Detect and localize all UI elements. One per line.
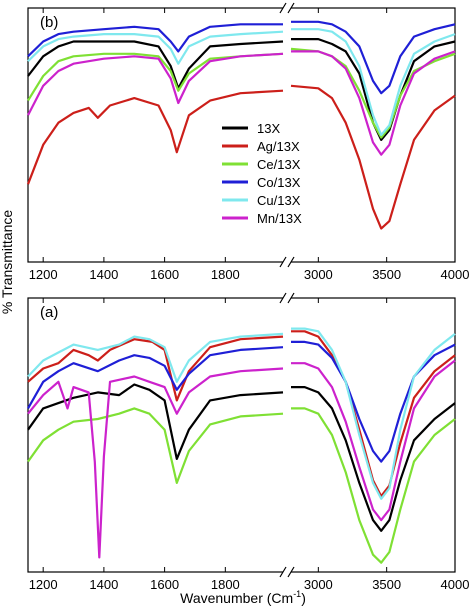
series-line-ag-13x [27, 335, 284, 402]
legend-label: Ag/13X [257, 139, 300, 154]
series-line-cu-13x [27, 30, 284, 65]
series-line-cu-13x [27, 332, 284, 383]
panel-label: (b) [40, 14, 58, 31]
axis-break-mark [287, 292, 295, 304]
series-line-13x [27, 383, 284, 460]
series-line-mn-13x [27, 367, 284, 559]
x-tick-label: 3500 [372, 577, 401, 592]
plot-frame [27, 7, 456, 263]
legend: 13X Ag/13X Ce/13X Co/13X Cu/13X Mn/13X [222, 121, 302, 226]
axis-break-mark [279, 292, 287, 304]
x-tick-label: 1400 [89, 577, 118, 592]
legend-label: Mn/13X [257, 211, 302, 226]
x-tick-label: 1200 [29, 577, 58, 592]
x-tick-label: 3000 [304, 267, 333, 282]
plot-frame [27, 297, 456, 573]
series-line-co-13x [291, 20, 456, 95]
panel-label: (a) [40, 304, 58, 321]
series-line-co-13x [291, 340, 456, 463]
x-tick-label: 1800 [211, 267, 240, 282]
series-line-ce-13x [27, 52, 284, 102]
series-line-ce-13x [27, 407, 284, 484]
legend-label: 13X [257, 121, 280, 136]
axis-break-mark [279, 256, 287, 268]
x-tick-label: 1600 [150, 267, 179, 282]
legend-label: Ce/13X [257, 157, 301, 172]
axis-break-mark [287, 256, 295, 268]
axis-break-mark [287, 2, 295, 14]
x-tick-label: 1200 [29, 267, 58, 282]
series-line-cu-13x [291, 28, 456, 137]
panel-b: 1200 1400 1600 1800 3000 3500 4000 (b) [26, 2, 470, 282]
x-axis-label: Wavenumber (Cm-1) [180, 589, 306, 606]
series-line-cu-13x [291, 327, 456, 500]
series-line-13x [291, 386, 456, 532]
axis-break-mark [279, 566, 287, 578]
x-tick-label: 4000 [441, 577, 470, 592]
axis-break-gap [283, 292, 291, 304]
legend-label: Cu/13X [257, 193, 301, 208]
x-tick-label: 1800 [211, 577, 240, 592]
series-line-mn-13x [27, 52, 284, 116]
axis-break-mark [287, 566, 295, 578]
axis-break-gap [283, 566, 291, 578]
axis-break-gap [283, 256, 291, 268]
y-axis-label: % Transmittance [0, 210, 15, 314]
series-line-ce-13x [291, 407, 456, 564]
series-line-co-13x [27, 23, 283, 58]
series-line-mn-13x [291, 359, 456, 522]
x-tick-label: 3500 [372, 267, 401, 282]
series-line-mn-13x [291, 50, 456, 156]
axis-break-gap [283, 2, 291, 14]
series-line-ag-13x [290, 84, 456, 230]
axis-break-mark [279, 2, 287, 14]
series-line-ag-13x [26, 89, 284, 185]
x-tick-label: 1400 [89, 267, 118, 282]
series-line-co-13x [27, 346, 284, 409]
x-tick-label: 4000 [441, 267, 470, 282]
panel-a: 1200 1400 1600 1800 3000 3500 4000 (a) [27, 292, 470, 592]
x-tick-label: 3000 [304, 577, 333, 592]
x-tick-label: 1600 [150, 577, 179, 592]
series-line-13x [27, 40, 284, 90]
legend-label: Co/13X [257, 175, 301, 190]
